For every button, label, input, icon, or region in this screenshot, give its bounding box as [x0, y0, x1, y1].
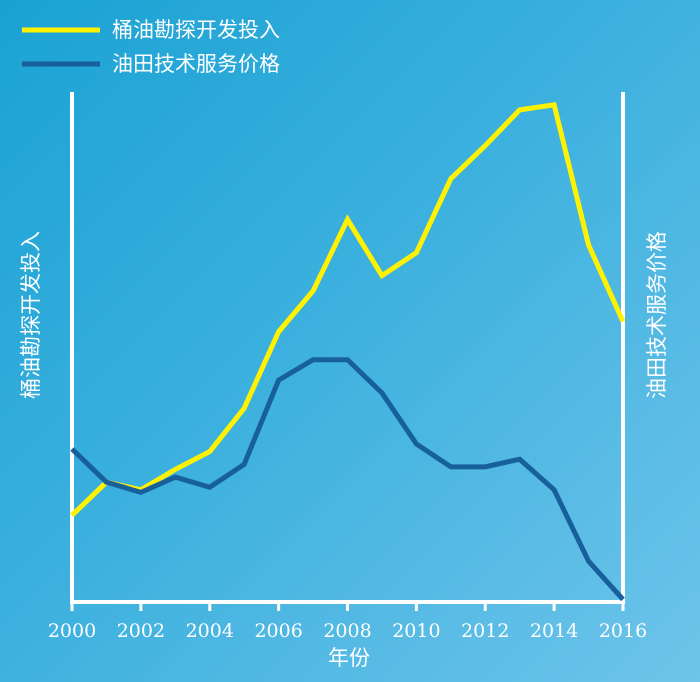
x-tick-label-2006: 2006: [254, 620, 302, 642]
x-tick-label-2004: 2004: [186, 620, 234, 642]
legend-label-investment: 桶油勘探开发投入: [112, 18, 280, 42]
right-y-axis-title: 油田技术服务价格: [645, 231, 669, 399]
x-tick-label-2016: 2016: [599, 620, 647, 642]
x-axis-ticks: [70, 602, 625, 611]
legend-label-price: 油田技术服务价格: [112, 52, 280, 76]
x-tick-label-2002: 2002: [117, 620, 165, 642]
x-tick-label-2010: 2010: [392, 620, 440, 642]
x-tick-label-2008: 2008: [323, 620, 371, 642]
x-tick-label-2000: 2000: [48, 620, 96, 642]
left-y-axis-title: 桶油勘探开发投入: [19, 231, 43, 399]
series-line-investment: [70, 101, 626, 518]
x-axis-title: 年份: [328, 646, 370, 670]
x-tick-label-2014: 2014: [530, 620, 578, 642]
legend: 桶油勘探开发投入 油田技术服务价格: [22, 18, 280, 76]
x-tick-label-2012: 2012: [461, 620, 509, 642]
series-line-price: [70, 357, 625, 602]
x-axis-tick-labels: 2000 2002 2004 2006 2008 2010 2012 2014 2016: [48, 620, 647, 642]
series-lines: [70, 101, 626, 602]
